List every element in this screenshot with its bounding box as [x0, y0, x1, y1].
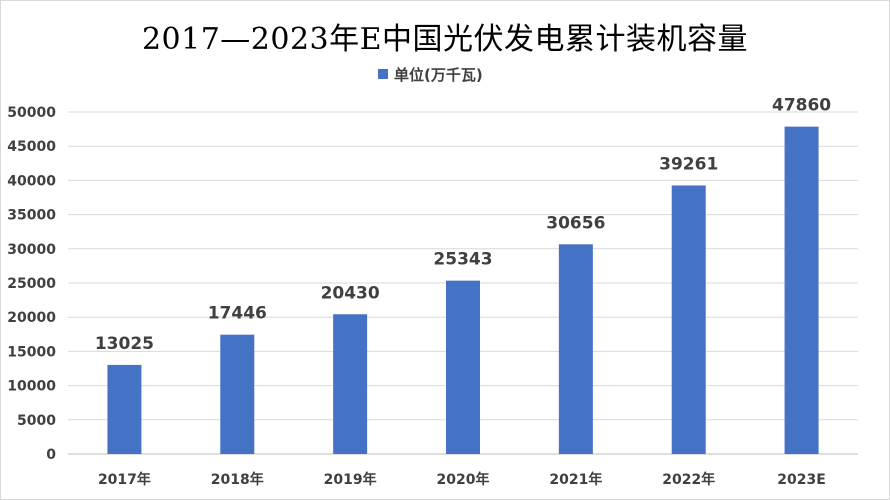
- x-tick-label: 2021年: [549, 471, 602, 488]
- bar: [333, 314, 368, 454]
- bars: [107, 126, 819, 454]
- y-tick-label: 25000: [7, 276, 56, 292]
- x-tick-label: 2019年: [324, 471, 377, 488]
- x-tick-label: 2022年: [662, 471, 715, 488]
- bar: [220, 334, 255, 454]
- x-tick-label: 2020年: [437, 471, 490, 488]
- legend-label: 单位(万千瓦): [394, 65, 483, 84]
- bar: [107, 364, 142, 454]
- bar: [671, 185, 706, 454]
- x-axis-ticks: 2017年 2018年 2019年 2020年 2021年 2022年 2023E: [98, 471, 826, 488]
- data-label: 47860: [772, 96, 831, 116]
- y-tick-label: 20000: [7, 310, 56, 326]
- data-label: 20430: [321, 283, 380, 303]
- y-tick-label: 45000: [7, 139, 56, 155]
- data-label: 13025: [95, 334, 154, 354]
- bar: [558, 244, 593, 454]
- y-tick-label: 50000: [7, 105, 56, 121]
- bar: [784, 126, 819, 454]
- y-tick-label: 10000: [7, 379, 56, 395]
- y-axis-ticks: 0 5000 10000 15000 20000 25000 30000 35000 40000…: [7, 105, 56, 463]
- y-tick-label: 35000: [7, 208, 56, 224]
- x-tick-label: 2023E: [777, 472, 826, 488]
- data-label: 17446: [208, 304, 267, 324]
- data-label: 30656: [546, 213, 605, 233]
- bar: [446, 280, 480, 454]
- x-tick-label: 2018年: [211, 471, 264, 488]
- y-tick-label: 5000: [17, 413, 56, 429]
- legend-swatch: [378, 69, 388, 79]
- data-label: 39261: [659, 154, 718, 174]
- data-labels: 13025 17446 20430 25343 30656 39261 47860: [95, 96, 831, 354]
- y-tick-label: 0: [46, 447, 56, 463]
- data-label: 25343: [433, 250, 492, 270]
- legend: 单位(万千瓦): [378, 64, 483, 84]
- y-tick-label: 30000: [7, 242, 56, 258]
- x-tick-label: 2017年: [98, 471, 151, 488]
- y-tick-label: 15000: [7, 344, 56, 360]
- chart-title: 2017—2023年E中国光伏发电累计装机容量: [141, 22, 749, 57]
- y-tick-label: 40000: [7, 173, 56, 189]
